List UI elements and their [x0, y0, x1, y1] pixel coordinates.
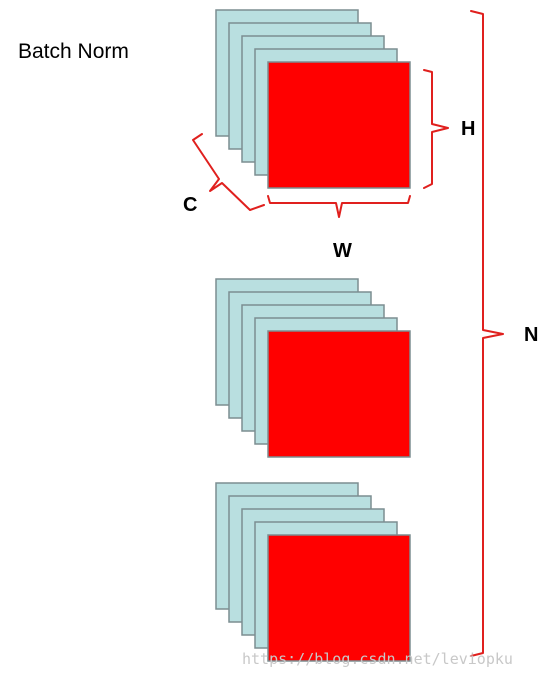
batch-bracket	[470, 10, 504, 657]
height-label: H	[461, 118, 475, 140]
tensor-stacks	[215, 9, 411, 662]
watermark-text: https://blog.csdn.net/leviopku	[242, 650, 513, 668]
width-bracket	[267, 195, 411, 218]
height-bracket	[423, 69, 449, 189]
front-feature-map	[267, 61, 411, 189]
sample-stack-3	[215, 482, 411, 662]
diagram-title: Batch Norm	[18, 40, 129, 63]
front-feature-map	[267, 534, 411, 662]
width-label: W	[333, 240, 352, 262]
channel-label: C	[183, 194, 197, 216]
front-feature-map	[267, 330, 411, 458]
channel-bracket	[192, 133, 265, 211]
sample-stack-2	[215, 278, 411, 458]
sample-stack-1	[215, 9, 411, 189]
batch-label: N	[524, 324, 538, 346]
